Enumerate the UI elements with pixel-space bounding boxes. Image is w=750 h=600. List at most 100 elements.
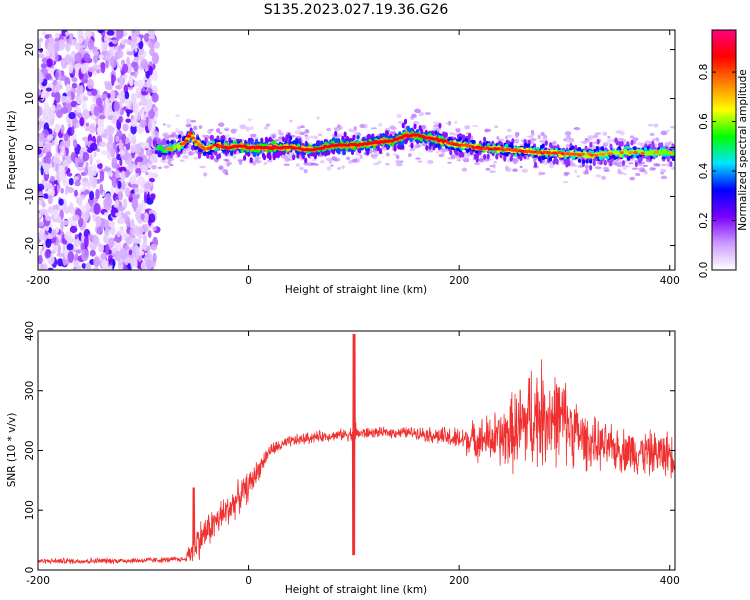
halo-blob xyxy=(252,137,260,140)
noise-blob xyxy=(60,187,65,194)
noise-blob xyxy=(151,69,158,82)
noise-blob xyxy=(54,123,61,134)
halo-blob xyxy=(514,158,519,164)
ridge-cell xyxy=(558,154,562,158)
noise-blob xyxy=(108,237,115,249)
halo-blob xyxy=(188,150,193,156)
noise-blob xyxy=(91,176,98,188)
ridge-cell xyxy=(520,146,524,151)
ridge-cell xyxy=(197,153,202,159)
noise-blob xyxy=(115,135,120,142)
halo-blob xyxy=(263,161,268,165)
noise-blob xyxy=(137,226,144,235)
noise-blob xyxy=(122,264,128,270)
noise-blob xyxy=(65,95,70,102)
noise-blob xyxy=(150,85,158,94)
ridge-cell xyxy=(533,161,538,168)
ridge-cell xyxy=(256,151,260,157)
noise-blob xyxy=(64,187,69,196)
halo-blob xyxy=(489,170,496,173)
noise-blob xyxy=(89,190,95,201)
noise-blob xyxy=(116,94,123,99)
noise-blob xyxy=(87,233,94,241)
halo-blob xyxy=(247,118,252,121)
noise-blob xyxy=(57,243,61,255)
ridge-core xyxy=(640,151,645,155)
ridge-cell xyxy=(616,151,620,155)
ridge-cell xyxy=(609,143,613,150)
ridge-cell xyxy=(483,136,487,143)
noise-blob xyxy=(71,125,75,135)
noise-blob xyxy=(140,164,148,174)
halo-blob xyxy=(616,164,624,167)
ridge-cell xyxy=(161,148,165,152)
noise-blob xyxy=(111,157,118,169)
noise-blob xyxy=(38,161,44,166)
ridge-cell xyxy=(671,156,675,162)
noise-blob xyxy=(47,194,53,205)
snr-y-tick-label: 100 xyxy=(24,500,36,520)
noise-blob xyxy=(85,262,92,270)
noise-blob xyxy=(49,175,55,182)
noise-blob xyxy=(59,95,67,103)
noise-blob xyxy=(100,150,109,156)
ridge-cell xyxy=(615,139,619,146)
ridge-cell xyxy=(425,145,429,151)
halo-blob xyxy=(519,165,523,169)
noise-blob xyxy=(41,31,47,36)
halo-blob xyxy=(628,162,634,165)
halo-blob xyxy=(655,137,660,143)
noise-blob xyxy=(109,219,115,227)
halo-blob xyxy=(427,159,434,165)
ridge-cell xyxy=(262,154,267,161)
ridge-cell xyxy=(618,140,622,147)
noise-blob xyxy=(142,107,150,112)
noise-blob xyxy=(43,181,48,191)
halo-blob xyxy=(184,155,189,158)
ridge-cell xyxy=(385,130,389,136)
halo-blob xyxy=(294,130,302,135)
noise-blob xyxy=(72,139,78,148)
halo-blob xyxy=(617,168,622,174)
noise-blob xyxy=(106,51,111,58)
halo-blob xyxy=(660,168,667,173)
ridge-cell xyxy=(337,150,341,155)
halo-blob xyxy=(254,156,262,160)
noise-blob xyxy=(135,88,141,94)
halo-blob xyxy=(370,127,378,130)
ridge-core xyxy=(654,150,659,154)
noise-blob xyxy=(85,161,89,168)
noise-blob xyxy=(45,238,52,249)
noise-blob xyxy=(75,122,80,128)
noise-blob xyxy=(78,37,84,45)
noise-blob xyxy=(95,215,102,227)
noise-blob xyxy=(64,53,72,65)
halo-blob xyxy=(493,160,497,164)
halo-blob xyxy=(385,162,390,166)
snr-x-axis-label: Height of straight line (km) xyxy=(285,584,427,596)
halo-blob xyxy=(594,132,602,135)
noise-blob xyxy=(55,70,59,81)
noise-blob xyxy=(72,261,79,266)
noise-blob xyxy=(87,66,96,73)
noise-blob xyxy=(110,226,116,236)
ridge-cell xyxy=(304,157,308,164)
ridge-cell xyxy=(343,131,347,138)
halo-blob xyxy=(389,125,396,130)
noise-blob xyxy=(76,162,84,168)
noise-blob xyxy=(148,108,155,120)
ridge-cell xyxy=(413,123,417,130)
ridge-core xyxy=(619,151,624,155)
noise-blob xyxy=(84,189,90,195)
noise-blob xyxy=(125,98,131,109)
noise-blob xyxy=(140,108,145,121)
halo-blob xyxy=(564,131,572,136)
halo-blob xyxy=(600,175,607,180)
ridge-cell xyxy=(222,134,226,141)
noise-blob xyxy=(145,70,151,79)
noise-blob xyxy=(135,173,139,178)
ridge-cell xyxy=(378,148,383,155)
noise-blob xyxy=(120,149,126,156)
noise-blob xyxy=(81,250,85,261)
